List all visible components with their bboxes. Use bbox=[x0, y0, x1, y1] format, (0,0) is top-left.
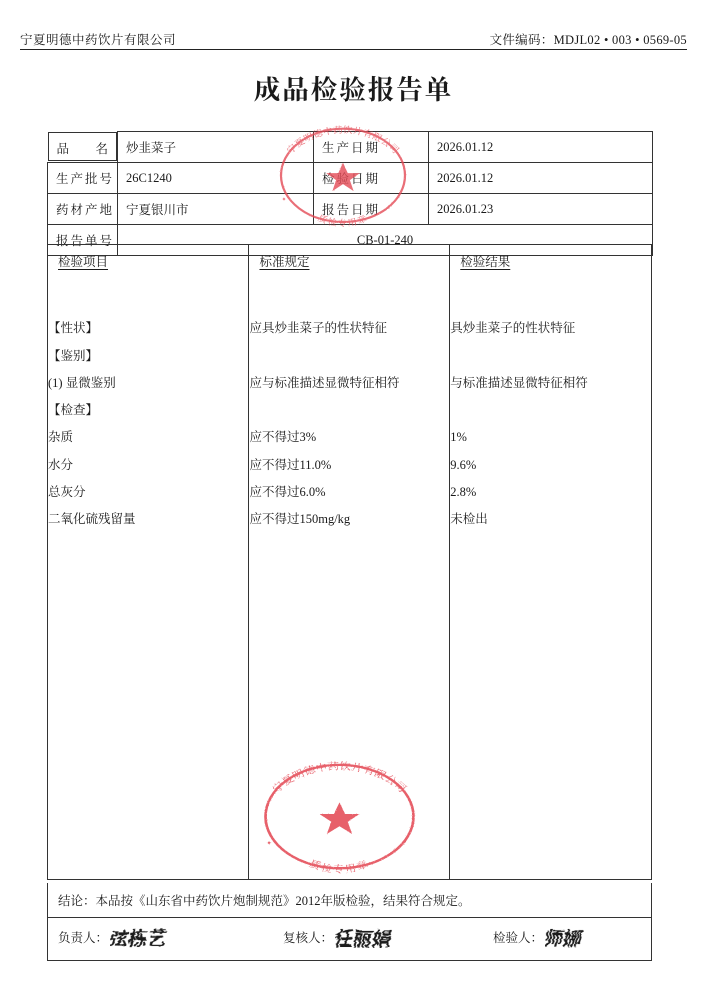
svg-text:弦栋艺: 弦栋艺 bbox=[110, 928, 169, 950]
svg-text:质检专用章: 质检专用章 bbox=[316, 212, 369, 228]
svg-text:任丽娟: 任丽娟 bbox=[335, 928, 394, 950]
svg-text:✦: ✦ bbox=[266, 839, 272, 846]
svg-text:师娜: 师娜 bbox=[545, 928, 585, 950]
svg-text:宁夏明德中药饮片有限公司: 宁夏明德中药饮片有限公司 bbox=[270, 760, 409, 795]
svg-text:✦: ✦ bbox=[282, 196, 287, 203]
svg-text:宁夏明德中药饮片有限公司: 宁夏明德中药饮片有限公司 bbox=[284, 124, 401, 155]
svg-text:质检专用章: 质检专用章 bbox=[307, 857, 371, 875]
